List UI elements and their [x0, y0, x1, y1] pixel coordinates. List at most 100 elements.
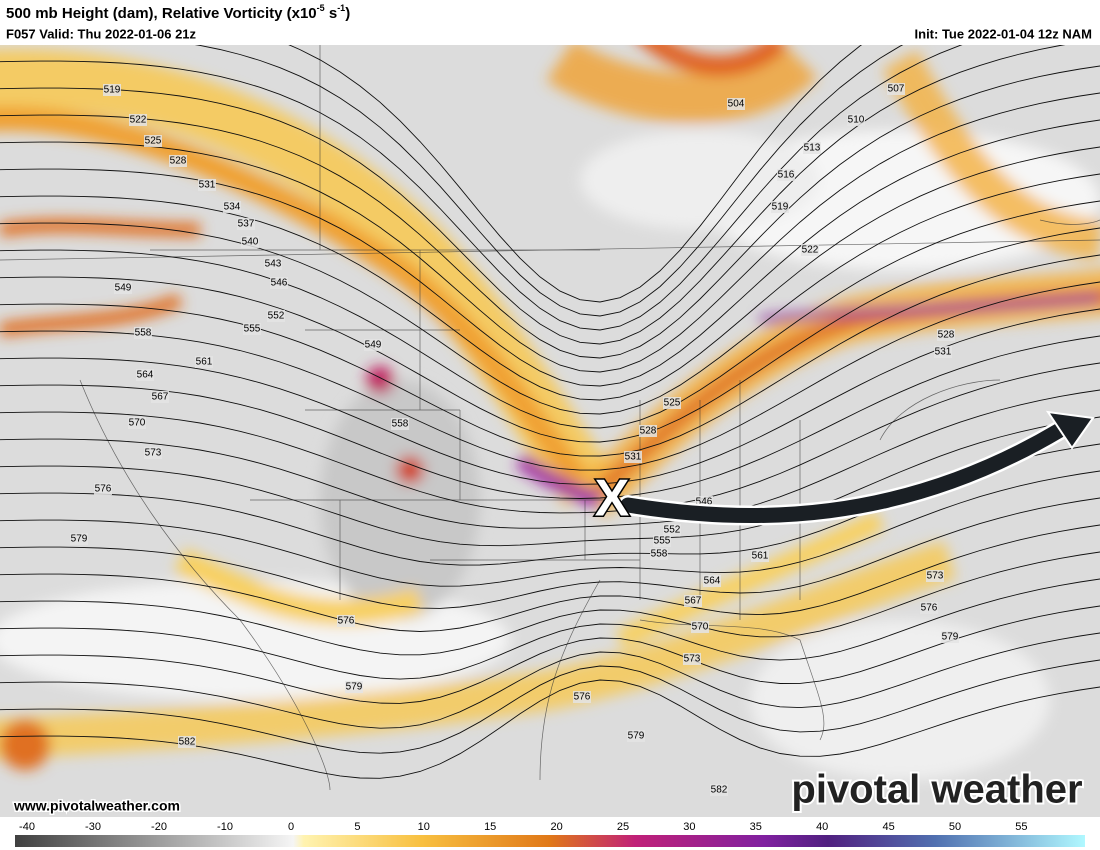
contour-label-bg [129, 114, 147, 126]
contour-line [0, 416, 1100, 547]
contour-label-bg [777, 169, 795, 181]
contour-label-bg [801, 244, 819, 256]
contour-line [0, 173, 1100, 415]
contour-line [0, 200, 1100, 429]
contour-label: 516 [778, 170, 795, 181]
contour-label: 546 [696, 497, 713, 508]
contour-line [0, 497, 1100, 609]
colorbar-label: 5 [354, 821, 360, 833]
contour-label: 579 [942, 632, 959, 643]
boundaries [0, 45, 1100, 791]
colorbar-label: -20 [151, 821, 167, 833]
contour-label: 531 [625, 452, 642, 463]
contour-line [0, 389, 1100, 529]
contour-label-bg [103, 84, 121, 96]
contour-label-bg [136, 369, 154, 381]
colorbar-label: 40 [816, 821, 828, 833]
contour-label: 579 [71, 534, 88, 545]
contour-label: 513 [804, 143, 821, 154]
contour-label-bg [223, 201, 241, 213]
contour-label-bg [264, 258, 282, 270]
contour-label-bg [934, 346, 952, 358]
contour-label-bg [94, 483, 112, 495]
contour-line [0, 45, 1066, 345]
colorbar-label: -10 [217, 821, 233, 833]
colorbar-label: 10 [418, 821, 430, 833]
contour-label: 507 [888, 84, 905, 95]
contour-label: 582 [711, 785, 728, 796]
contour-label: 531 [935, 347, 952, 358]
contour-label: 555 [244, 324, 261, 335]
contour-line [0, 679, 1100, 779]
contour-label: 549 [115, 283, 132, 294]
contour-label: 543 [265, 259, 282, 270]
contour-line [0, 335, 1100, 499]
contour-line [0, 45, 963, 331]
contour-label-bg [391, 418, 409, 430]
contour-line [0, 362, 1100, 514]
contour-label: 570 [129, 418, 146, 429]
contour-label: 564 [137, 370, 154, 381]
contour-label-bg [144, 135, 162, 147]
colorbar-label: 50 [949, 821, 961, 833]
contour-label: 576 [338, 616, 355, 627]
title-end: ) [345, 5, 350, 22]
contour-label-bg [683, 653, 701, 665]
contour-labels: 5195225255285315345375405435465495525555… [70, 83, 959, 796]
contour-label-bg [114, 282, 132, 294]
contour-label-bg [237, 218, 255, 230]
contour-label: 531 [199, 180, 216, 191]
colorbar-label: 15 [484, 821, 496, 833]
contour-label-bg [573, 691, 591, 703]
contour-label: 525 [145, 136, 162, 147]
marker: X [595, 470, 630, 528]
contour-label: 567 [152, 392, 169, 403]
contour-label-bg [653, 535, 671, 547]
contour-label: 555 [654, 536, 671, 547]
contour-label-bg [364, 339, 382, 351]
colorbar-label: 45 [882, 821, 894, 833]
colorbar-label: 35 [750, 821, 762, 833]
contour-label-bg [703, 575, 721, 587]
contour-label-bg [151, 391, 169, 403]
init-time: Init: Tue 2022-01-04 12z NAM [915, 26, 1092, 41]
contour-label: 528 [170, 156, 187, 167]
contour-label: 534 [224, 202, 241, 213]
contour-label-bg [691, 621, 709, 633]
contour-label: 561 [752, 551, 769, 562]
contour-label: 519 [104, 85, 121, 96]
contour-label: 579 [346, 682, 363, 693]
contour-label: 561 [196, 357, 213, 368]
colorbar-label: 0 [288, 821, 294, 833]
contour-line [0, 470, 1100, 587]
title: 500 mb Height (dam), Relative Vorticity … [6, 3, 350, 22]
contour-label-bg [751, 550, 769, 562]
contour-label-bg [195, 356, 213, 368]
height-contours [0, 45, 1100, 779]
contour-label: 519 [772, 202, 789, 213]
colorbar-labels: -40 -30 -20 -10 0 5 10 15 20 25 30 35 40 45 50 55 [19, 821, 1027, 833]
contour-label: 525 [664, 398, 681, 409]
arrow-head [1045, 410, 1095, 450]
contour-label: 552 [664, 525, 681, 536]
contour-line [0, 227, 1100, 443]
contour-line [0, 254, 1100, 457]
contour-line [0, 65, 1100, 359]
contour-label-bg [803, 142, 821, 154]
contour-label-bg [144, 447, 162, 459]
contour-line [0, 632, 1100, 729]
title-sup: -5 [317, 3, 325, 13]
colorbar-label: 55 [1015, 821, 1027, 833]
contour-label-bg [267, 310, 285, 322]
logo: pivotal weather [791, 768, 1082, 812]
contour-label: 579 [628, 731, 645, 742]
contour-label-bg [663, 524, 681, 536]
contour-label-bg [270, 277, 288, 289]
contour-label-bg [624, 451, 642, 463]
contour-label: 567 [685, 596, 702, 607]
contour-label-bg [684, 595, 702, 607]
title-mid: s [325, 5, 338, 22]
contour-line [194, 45, 904, 317]
contour-label-bg [847, 114, 865, 126]
contour-label: 558 [651, 549, 668, 560]
